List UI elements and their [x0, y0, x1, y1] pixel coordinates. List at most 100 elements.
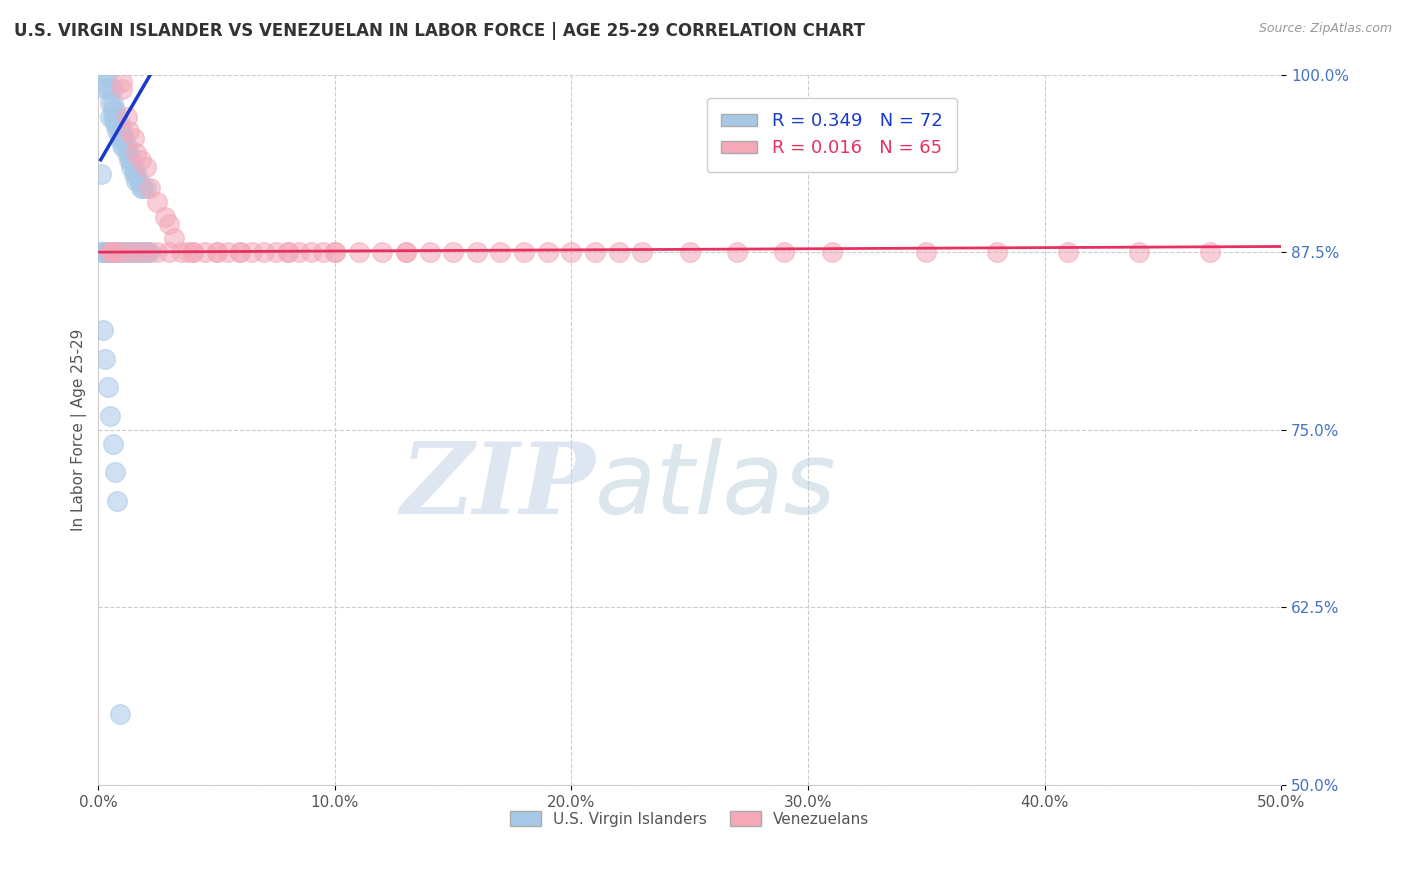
Point	[101, 81, 124, 95]
Point	[118, 124, 141, 138]
Point	[441, 245, 464, 260]
Point	[98, 81, 121, 95]
Point	[986, 245, 1008, 260]
Point	[121, 160, 143, 174]
Point	[465, 245, 488, 260]
Point	[105, 124, 128, 138]
Point	[101, 245, 124, 260]
Point	[105, 245, 128, 260]
Point	[181, 245, 204, 260]
Point	[229, 245, 252, 260]
Point	[125, 167, 148, 181]
Point	[91, 68, 114, 82]
Point	[115, 245, 138, 260]
Point	[312, 245, 335, 260]
Point	[91, 323, 114, 337]
Point	[111, 75, 134, 89]
Point	[115, 110, 138, 124]
Point	[347, 245, 370, 260]
Point	[264, 245, 287, 260]
Point	[104, 103, 127, 117]
Point	[229, 245, 252, 260]
Point	[91, 245, 114, 260]
Point	[94, 351, 117, 366]
Point	[91, 245, 114, 260]
Point	[1057, 245, 1080, 260]
Point	[135, 181, 157, 195]
Point	[98, 245, 121, 260]
Point	[125, 245, 148, 260]
Point	[205, 245, 228, 260]
Point	[118, 153, 141, 167]
Point	[104, 245, 127, 260]
Point	[104, 466, 127, 480]
Point	[1199, 245, 1222, 260]
Point	[607, 245, 630, 260]
Point	[139, 181, 162, 195]
Point	[112, 138, 135, 153]
Point	[90, 167, 112, 181]
Point	[915, 245, 938, 260]
Point	[101, 103, 124, 117]
Point	[98, 245, 121, 260]
Point	[98, 409, 121, 423]
Point	[170, 245, 193, 260]
Legend: U.S. Virgin Islanders, Venezuelans: U.S. Virgin Islanders, Venezuelans	[503, 803, 877, 834]
Point	[125, 174, 148, 188]
Point	[108, 131, 131, 145]
Point	[323, 245, 346, 260]
Point	[1128, 245, 1150, 260]
Point	[725, 245, 748, 260]
Point	[94, 81, 117, 95]
Point	[125, 245, 148, 260]
Point	[101, 437, 124, 451]
Point	[108, 706, 131, 721]
Point	[157, 245, 180, 260]
Point	[111, 245, 134, 260]
Point	[111, 131, 134, 145]
Point	[129, 153, 152, 167]
Text: atlas: atlas	[595, 438, 837, 535]
Point	[153, 210, 176, 224]
Point	[129, 245, 152, 260]
Point	[157, 217, 180, 231]
Point	[122, 167, 145, 181]
Point	[194, 245, 217, 260]
Point	[679, 245, 702, 260]
Point	[240, 245, 263, 260]
Point	[135, 160, 157, 174]
Point	[118, 145, 141, 160]
Point	[121, 153, 143, 167]
Point	[98, 95, 121, 110]
Point	[135, 245, 157, 260]
Point	[111, 81, 134, 95]
Text: ZIP: ZIP	[401, 438, 595, 535]
Point	[112, 131, 135, 145]
Point	[115, 138, 138, 153]
Point	[288, 245, 311, 260]
Point	[98, 245, 121, 260]
Point	[418, 245, 440, 260]
Point	[90, 245, 112, 260]
Point	[277, 245, 299, 260]
Y-axis label: In Labor Force | Age 25-29: In Labor Force | Age 25-29	[72, 328, 87, 531]
Point	[101, 95, 124, 110]
Point	[115, 245, 138, 260]
Point	[129, 181, 152, 195]
Point	[125, 145, 148, 160]
Point	[97, 245, 120, 260]
Point	[177, 245, 200, 260]
Point	[146, 245, 169, 260]
Point	[104, 110, 127, 124]
Point	[108, 124, 131, 138]
Point	[583, 245, 606, 260]
Point	[371, 245, 394, 260]
Point	[537, 245, 560, 260]
Point	[253, 245, 276, 260]
Point	[97, 380, 120, 394]
Point	[105, 117, 128, 131]
Point	[146, 195, 169, 210]
Point	[111, 124, 134, 138]
Point	[97, 68, 120, 82]
Point	[105, 110, 128, 124]
